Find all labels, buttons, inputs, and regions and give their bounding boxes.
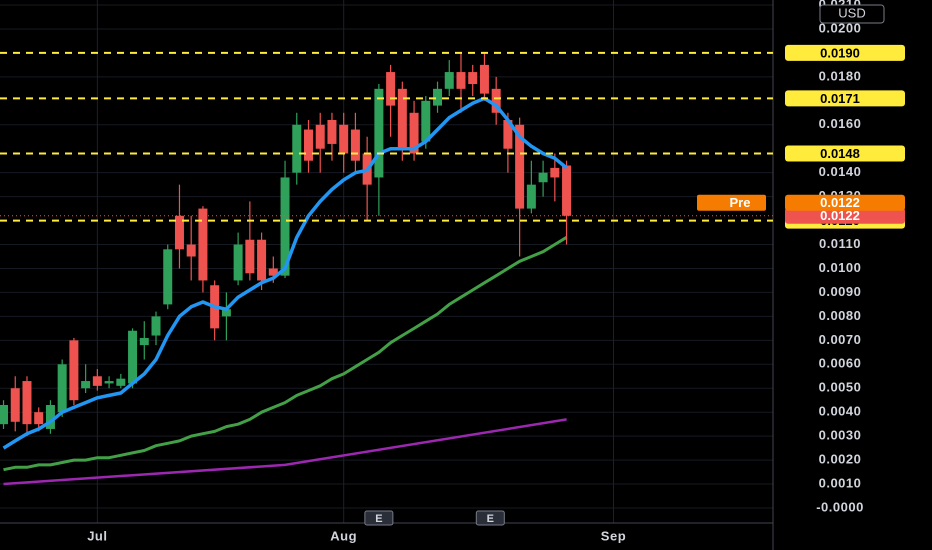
currency[interactable]: USD <box>838 5 865 20</box>
y-tick-label: 0.0060 <box>819 356 862 371</box>
candle-body <box>550 167 560 178</box>
candle-body <box>503 119 513 149</box>
candle-body <box>139 337 149 346</box>
candle-body <box>515 124 525 209</box>
y-tick-label: 0.0200 <box>819 20 862 35</box>
candle-body <box>374 88 384 178</box>
candle-body <box>45 405 55 429</box>
candle-body <box>433 88 443 106</box>
currency-box[interactable] <box>819 4 885 24</box>
candle-body <box>421 100 431 142</box>
premarket-price-box <box>785 194 905 211</box>
candle-body <box>268 268 278 276</box>
candle-body <box>386 72 396 106</box>
candle-body <box>57 364 67 413</box>
candle-body <box>163 249 173 305</box>
y-tick-label: -0.0000 <box>816 499 864 514</box>
candle-body <box>0 405 9 425</box>
candle-body <box>479 64 489 94</box>
premarket-tag: Pre <box>730 195 751 210</box>
candle-body <box>491 88 501 113</box>
x-tick-label: Sep <box>601 528 626 543</box>
candle-body <box>526 184 536 209</box>
candle-body <box>151 316 161 336</box>
y-tick-label: 0.0100 <box>819 260 862 275</box>
candle-body <box>292 124 302 173</box>
candle-body <box>280 177 290 276</box>
event-marker <box>364 510 394 526</box>
price-label-box <box>785 145 905 162</box>
premarket-tag-box <box>697 194 766 211</box>
candle-body <box>128 330 138 384</box>
candle-body <box>397 88 407 149</box>
candle-body <box>116 378 126 386</box>
y-tick-label: 0.0090 <box>819 284 862 299</box>
y-tick-label: 0.0030 <box>819 428 862 443</box>
premarket-price: 0.0122 <box>820 195 860 210</box>
candle-body <box>104 381 114 384</box>
candle-body <box>409 112 419 154</box>
candle-body <box>303 129 313 161</box>
x-tick-label: Jul <box>87 528 107 543</box>
x-tick-label: Aug <box>330 528 357 543</box>
indicator-line <box>3 418 567 486</box>
candle-body <box>81 381 91 389</box>
indicator-line <box>3 236 568 472</box>
candle-body <box>233 244 243 281</box>
y-tick-label: 0.0180 <box>819 68 862 83</box>
candle-body <box>34 412 44 425</box>
candle-body <box>350 129 360 161</box>
event-label: E <box>487 513 494 525</box>
candle-body <box>257 239 267 281</box>
candle-body <box>339 124 349 154</box>
y-tick-label: 0.0140 <box>819 164 862 179</box>
price-label-box <box>785 90 905 107</box>
candle-body <box>22 381 32 425</box>
price-label-box <box>785 44 905 61</box>
price-label: 0.0148 <box>820 146 860 161</box>
indicator-line <box>2 96 568 450</box>
candle-body <box>315 124 325 149</box>
y-tick-label: 0.0040 <box>819 404 862 419</box>
candle-body <box>186 244 196 257</box>
candle-body <box>327 119 337 144</box>
candle-body <box>245 239 255 274</box>
candle-body <box>10 388 20 422</box>
price-label: 0.0171 <box>820 91 860 106</box>
candle-body <box>92 376 102 386</box>
y-tick-label: 0.0110 <box>819 236 861 251</box>
last-price-box <box>785 207 905 224</box>
last-price-label: 0.0122 <box>820 208 860 223</box>
candle-body <box>221 309 231 317</box>
y-tick-label: 0.0160 <box>819 116 862 131</box>
candle-body <box>538 172 548 183</box>
candle-body <box>174 215 184 250</box>
candle-body <box>562 165 572 216</box>
candle-body <box>198 208 208 281</box>
candle-body <box>69 340 79 401</box>
y-tick-label: 0.0020 <box>819 452 862 467</box>
candle-body <box>456 72 466 89</box>
price-label: 0.0190 <box>820 45 860 60</box>
y-tick-label: 0.0010 <box>819 475 862 490</box>
y-tick-label: 0.0050 <box>819 380 862 395</box>
y-tick-label: 0.0070 <box>819 332 862 347</box>
candle-body <box>468 72 478 85</box>
event-label: E <box>375 513 382 525</box>
candle-body <box>444 72 454 89</box>
event-marker <box>475 510 505 526</box>
y-tick-label: 0.0080 <box>819 308 862 323</box>
